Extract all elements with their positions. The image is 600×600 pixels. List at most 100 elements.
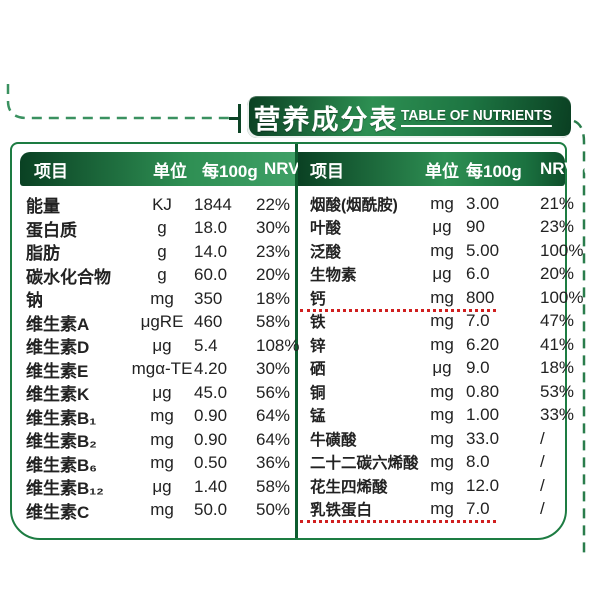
nutrient-nrv: 20% — [256, 265, 291, 284]
header-unit: 单位 — [425, 161, 459, 181]
left-table-header: 项目 单位 每100g NRV% — [20, 152, 315, 186]
nutrient-unit: mg — [150, 500, 174, 519]
nutrient-nrv: 53% — [540, 381, 575, 401]
nutrient-nrv: / — [540, 452, 545, 472]
nutrient-nrv: / — [540, 475, 545, 495]
nutrient-nrv: / — [540, 499, 545, 519]
nutrient-nrv: 18% — [256, 288, 291, 308]
center-divider — [295, 144, 298, 538]
nutrient-value: 9.0 — [466, 358, 490, 378]
nutrient-unit: mg — [150, 453, 174, 472]
nutrient-name: 维生素C — [26, 502, 90, 522]
nutrient-value: 5.00 — [466, 240, 500, 260]
nutrient-nrv: 58% — [256, 476, 291, 496]
nutrient-name: 花生四烯酸 — [310, 478, 388, 496]
nutrient-name: 钙 — [310, 290, 326, 308]
nutrient-unit: mg — [430, 428, 454, 448]
nutrient-unit: μg — [432, 358, 452, 378]
nutrient-name: 维生素K — [26, 385, 90, 404]
nutrient-value: 6.0 — [466, 264, 490, 284]
right-table-header: 项目 单位 每100g NRV% — [298, 152, 591, 186]
nutrient-unit: mg — [150, 406, 174, 425]
nutrient-nrv: 18% — [540, 358, 575, 378]
nutrient-name: 生物素 — [310, 267, 357, 285]
table-row: 钠 mg 350 18% — [12, 286, 295, 311]
nutrient-name: 铜 — [310, 384, 326, 402]
header-item: 项目 — [34, 161, 68, 181]
nutrient-value: 0.50 — [194, 453, 228, 472]
nutrient-name: 碳水化合物 — [26, 267, 111, 287]
nutrient-unit: g — [157, 241, 167, 261]
table-row: 碳水化合物 g 60.0 20% — [12, 263, 295, 287]
nutrient-value: 7.0 — [466, 499, 490, 519]
nutrient-nrv: 100% — [540, 287, 584, 307]
nutrient-value: 6.20 — [466, 334, 500, 354]
nutrient-unit: μg — [432, 264, 452, 284]
nutrient-value: 18.0 — [194, 218, 228, 237]
nutrient-nrv: 100% — [540, 240, 584, 260]
right-table: 项目 单位 每100g NRV% 烟酸(烟酰胺) mg 3.00 21% 叶酸 μg 90 2… — [298, 144, 591, 538]
nutrient-unit: μg — [432, 217, 452, 237]
nutrient-name: 能量 — [26, 197, 60, 216]
header-nrv: NRV% — [540, 159, 591, 178]
nutrient-nrv: 20% — [540, 264, 575, 284]
table-row: 维生素E mgα-TE 4.20 30% — [12, 357, 295, 381]
nutrient-value: 1844 — [194, 194, 232, 214]
nutrient-unit: mg — [150, 429, 174, 449]
header-per100g: 每100g — [202, 161, 258, 181]
nutrient-value: 800 — [466, 287, 495, 307]
table-row: 维生素D μg 5.4 108% — [12, 333, 299, 358]
nutrient-value: 3.00 — [466, 193, 500, 213]
nutrient-value: 1.40 — [194, 476, 228, 496]
banner-title-english: TABLE OF NUTRIENTS — [400, 107, 552, 127]
banner-title-chinese: 营养成分表 — [253, 104, 399, 135]
nutrient-unit: mg — [430, 334, 454, 354]
nutrient-value: 460 — [194, 312, 223, 331]
nutrient-unit: mgα-TE — [131, 359, 193, 378]
nutrient-name: 蛋白质 — [26, 220, 77, 240]
nutrient-nrv: 23% — [540, 217, 575, 237]
nutrient-value: 14.0 — [194, 241, 228, 261]
table-row: 维生素B₂ mg 0.90 64% — [12, 427, 295, 452]
table-row: 叶酸 μg 90 23% — [298, 216, 574, 240]
nutrient-name: 维生素B₂ — [26, 432, 97, 451]
nutrient-value: 0.90 — [194, 406, 228, 425]
nutrient-nrv: 58% — [256, 312, 291, 331]
nutrient-value: 60.0 — [194, 265, 228, 284]
nutrient-unit: μgRE — [140, 312, 184, 331]
left-table-rows: 能量 KJ 1844 22% 蛋白质 g 18.0 30% 脂肪 g 14.0 23% 碳水化合物 g 60… — [12, 192, 299, 522]
nutrient-unit: mg — [430, 405, 454, 425]
table-row: 生物素 μg 6.0 20% — [298, 263, 574, 287]
nutrient-unit: mg — [430, 193, 454, 213]
nutrient-name: 硒 — [310, 361, 326, 379]
nutrient-name: 维生素A — [26, 314, 90, 334]
nutrient-unit: g — [157, 265, 167, 284]
nutrient-nrv: 30% — [256, 359, 291, 378]
header-unit: 单位 — [153, 161, 187, 181]
nutrient-nrv: 22% — [256, 194, 291, 214]
table-row: 牛磺酸 mg 33.0 / — [298, 427, 565, 451]
nutrient-name: 乳铁蛋白 — [310, 502, 373, 520]
nutrient-name: 叶酸 — [310, 220, 342, 238]
nutrient-value: 90 — [466, 217, 485, 237]
nutrient-nrv: 33% — [540, 405, 575, 425]
nutrient-value: 5.4 — [194, 335, 218, 355]
nutrient-value: 45.0 — [194, 382, 228, 402]
table-row: 钙 mg 800 100% — [298, 286, 583, 311]
nutrient-unit: mg — [430, 452, 454, 472]
table-row: 维生素K μg 45.0 56% — [12, 380, 295, 405]
table-row: 维生素B₁₂ μg 1.40 58% — [12, 474, 295, 499]
nutrient-unit: μg — [152, 476, 172, 496]
nutrient-name: 维生素D — [26, 338, 90, 357]
nutrient-name: 烟酸(烟酰胺) — [310, 196, 398, 214]
nutrient-nrv: / — [540, 428, 545, 448]
nutrient-unit: mg — [430, 381, 454, 401]
banner-left-tick-horizontal — [229, 117, 241, 120]
table-row: 泛酸 mg 5.00 100% — [298, 239, 583, 263]
nutrient-unit: mg — [430, 475, 454, 495]
nutrient-unit: mg — [430, 499, 454, 519]
nutrient-value: 0.90 — [194, 429, 228, 449]
nutrient-value: 4.20 — [194, 359, 228, 378]
nutrient-value: 12.0 — [466, 475, 500, 495]
nutrient-name: 铁 — [310, 314, 326, 332]
